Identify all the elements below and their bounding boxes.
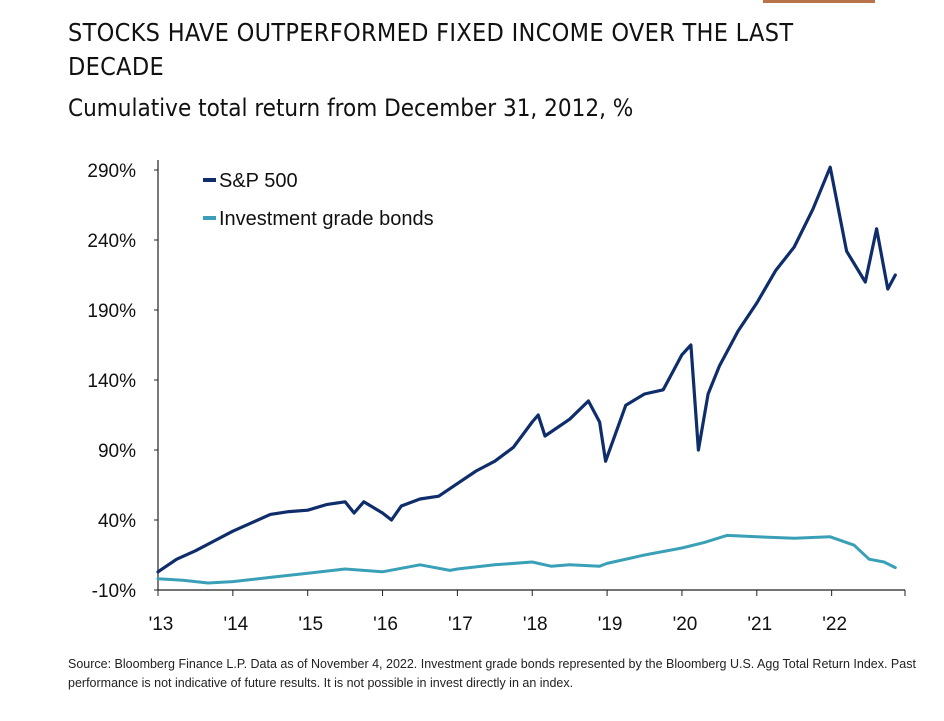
y-tick-label: 190% bbox=[87, 301, 136, 322]
sp500-line bbox=[156, 165, 897, 574]
x-tick-label: '19 bbox=[598, 614, 623, 635]
legend-label: Investment grade bonds bbox=[219, 208, 434, 230]
legend-label: S&P 500 bbox=[219, 170, 298, 192]
plot-lines bbox=[156, 165, 897, 585]
accent-bar bbox=[763, 0, 875, 3]
y-tick-label: -10% bbox=[92, 581, 136, 602]
x-axis: '13 '14 '15 '16 '17 '18 '19 '20 '21 '22 bbox=[149, 589, 906, 635]
y-tick-label: 240% bbox=[87, 231, 136, 252]
chart-title: STOCKS HAVE OUTPERFORMED FIXED INCOME OV… bbox=[68, 18, 794, 81]
x-tick-label: '13 bbox=[149, 614, 174, 635]
y-tick-label: 290% bbox=[87, 161, 136, 182]
y-axis: -10% 40% 90% 140% 190% 240% 290% bbox=[87, 160, 159, 602]
x-tick-label: '15 bbox=[298, 614, 323, 635]
y-tick-label: 40% bbox=[98, 511, 136, 532]
x-tick-label: '21 bbox=[747, 614, 772, 635]
y-tick-label: 90% bbox=[98, 441, 136, 462]
x-tick-label: '22 bbox=[822, 614, 847, 635]
x-tick-label: '17 bbox=[448, 614, 473, 635]
x-tick-label: '16 bbox=[373, 614, 398, 635]
legend: S&P 500 Investment grade bonds bbox=[203, 170, 434, 230]
x-tick-label: '18 bbox=[523, 614, 548, 635]
x-tick-label: '14 bbox=[223, 614, 248, 635]
chart-subtitle: Cumulative total return from December 31… bbox=[68, 94, 634, 122]
legend-item-bonds: Investment grade bonds bbox=[203, 208, 434, 230]
x-tick-label: '20 bbox=[673, 614, 698, 635]
bonds-line bbox=[156, 533, 897, 585]
y-tick-label: 140% bbox=[87, 371, 136, 392]
legend-item-sp500: S&P 500 bbox=[203, 170, 298, 192]
source-note: Source: Bloomberg Finance L.P. Data as o… bbox=[68, 657, 916, 690]
